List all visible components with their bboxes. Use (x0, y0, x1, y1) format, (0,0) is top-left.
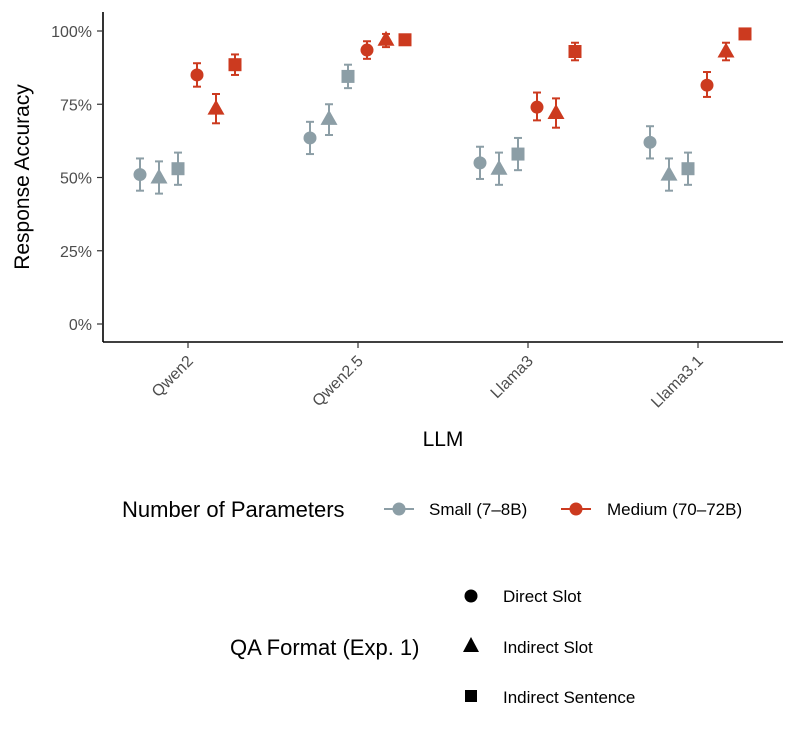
point-square (398, 33, 412, 47)
legend-item-indirect-sentence: Indirect Sentence (465, 688, 635, 707)
x-tick-label: Qwen2 (149, 353, 197, 401)
data-point (377, 30, 395, 49)
data-point (341, 63, 355, 90)
point-circle (133, 168, 147, 182)
data-point (681, 151, 695, 186)
x-tick-label: Llama3 (488, 353, 537, 402)
axes (102, 12, 783, 343)
data-point (360, 40, 374, 60)
circle-icon (464, 589, 478, 603)
data-point (490, 151, 508, 186)
data-point (303, 120, 317, 156)
point-circle (530, 100, 544, 114)
data-point (511, 136, 525, 172)
data-point (171, 151, 185, 186)
data-point (700, 71, 714, 98)
legend-label-indirect-slot: Indirect Slot (503, 638, 593, 657)
legend-item-medium: Medium (70–72B) (561, 500, 742, 519)
point-triangle (150, 168, 168, 184)
legend-qa-format-title: QA Format (Exp. 1) (230, 635, 420, 660)
data-point (207, 92, 225, 125)
legend-item-direct-slot: Direct Slot (464, 587, 582, 606)
data-point (568, 41, 582, 62)
square-icon (465, 690, 477, 702)
legend-label-small: Small (7–8B) (429, 500, 527, 519)
point-circle (700, 78, 714, 92)
legend-label-indirect-sentence: Indirect Sentence (503, 688, 635, 707)
point-circle (303, 131, 317, 145)
point-triangle (377, 30, 395, 46)
point-circle (473, 156, 487, 170)
legend-item-indirect-slot: Indirect Slot (463, 637, 593, 657)
data-point (660, 157, 678, 192)
data-point (150, 160, 168, 195)
y-tick-label: 0% (69, 317, 92, 334)
data-point (320, 103, 338, 137)
y-tick-label: 25% (60, 244, 92, 261)
x-tick-label: Qwen2.5 (310, 353, 367, 410)
data-point (738, 27, 752, 41)
x-tick-label: Llama3.1 (648, 353, 707, 412)
data-point (228, 53, 242, 76)
legend-key-dot-medium (569, 502, 583, 516)
point-triangle (320, 109, 338, 125)
point-square (228, 58, 242, 72)
data-point (190, 62, 204, 88)
point-circle (360, 43, 374, 57)
data-point (133, 157, 147, 192)
point-triangle (207, 99, 225, 115)
y-tick-label: 50% (60, 171, 92, 188)
point-square (511, 147, 525, 161)
point-triangle (717, 42, 735, 58)
point-circle (643, 135, 657, 149)
data-point (547, 97, 565, 129)
legend-key-dot-small (392, 502, 406, 516)
point-square (341, 69, 355, 83)
data-point (398, 33, 412, 47)
x-ticks: Qwen2 Qwen2.5 Llama3 Llama3.1 (149, 342, 707, 411)
legend-parameters-title: Number of Parameters (122, 497, 345, 522)
legend-label-medium: Medium (70–72B) (607, 500, 742, 519)
legend-item-small: Small (7–8B) (384, 500, 527, 519)
triangle-icon (463, 637, 479, 652)
y-tick-label: 100% (51, 24, 92, 41)
point-circle (190, 68, 204, 82)
data-point (473, 145, 487, 180)
x-axis-title: LLM (423, 428, 464, 451)
y-ticks: 0% 25% 50% 75% 100% (51, 24, 103, 334)
data-marks (133, 27, 752, 195)
point-square (738, 27, 752, 41)
point-triangle (660, 165, 678, 181)
legend-label-direct-slot: Direct Slot (503, 587, 582, 606)
point-square (568, 45, 582, 59)
point-triangle (547, 104, 565, 120)
y-axis-title: Response Accuracy (11, 84, 34, 270)
point-square (171, 162, 185, 176)
legend-parameters: Number of Parameters Small (7–8B) Medium… (122, 497, 742, 522)
data-point (717, 41, 735, 62)
legend-qa-format: QA Format (Exp. 1) Direct Slot Indirect … (230, 587, 635, 707)
y-tick-label: 75% (60, 97, 92, 114)
point-square (681, 162, 695, 176)
data-point (530, 91, 544, 122)
data-point (643, 125, 657, 160)
point-triangle (490, 159, 508, 175)
